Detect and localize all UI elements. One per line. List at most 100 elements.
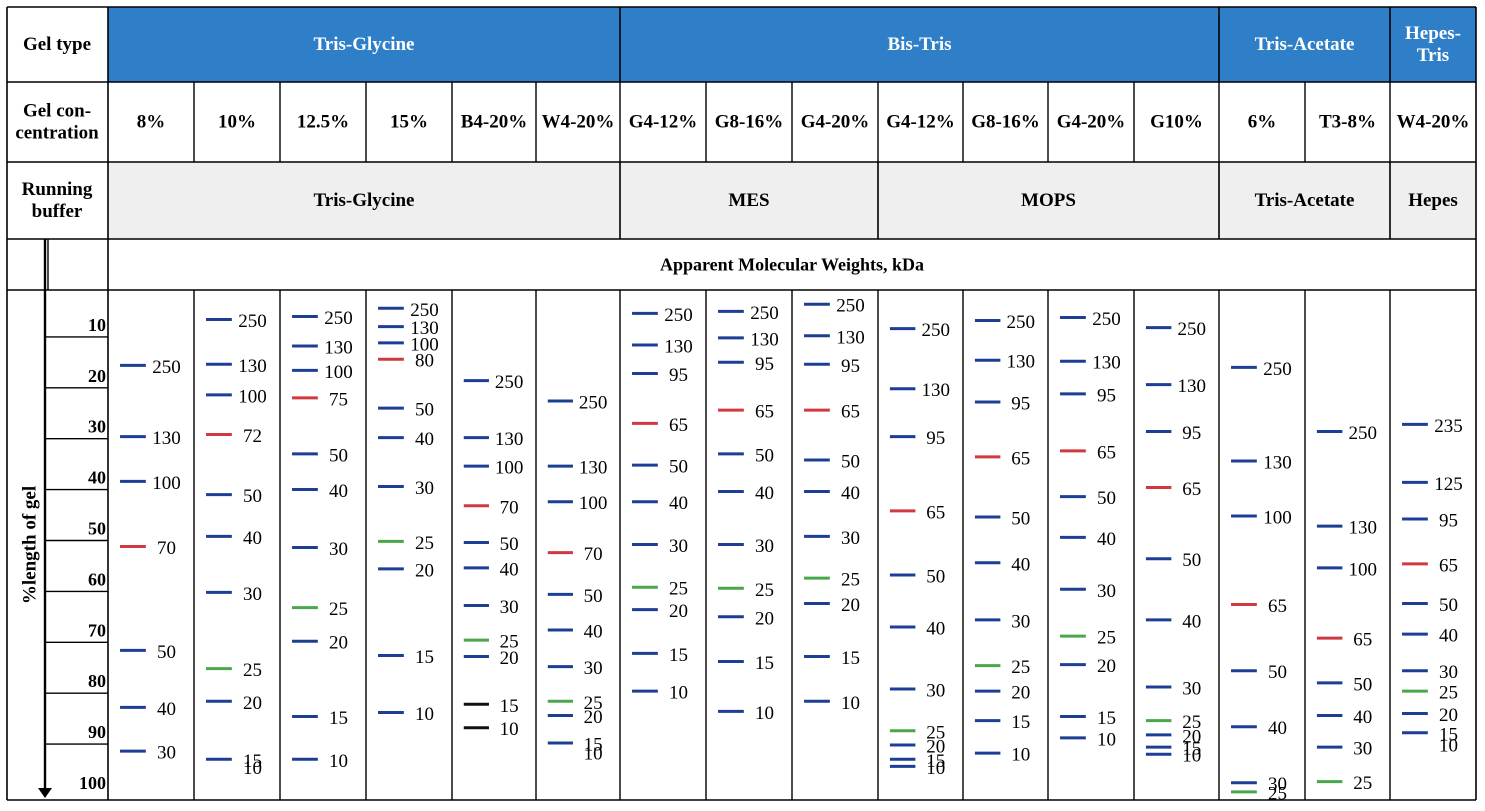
band-label: 65 xyxy=(1097,442,1116,463)
band-label: 250 xyxy=(410,300,439,321)
gel-type-name: Bis-Tris xyxy=(887,34,951,55)
band-label: 30 xyxy=(243,584,262,605)
band-label: 65 xyxy=(926,502,945,523)
band-label: 130 xyxy=(664,336,693,357)
band-label: 40 xyxy=(841,483,860,504)
band-label: 25 xyxy=(1011,657,1030,678)
band-label: 10 xyxy=(329,751,348,772)
gel-concentration-value: G4-20% xyxy=(1057,112,1126,133)
running-buffer-name: MOPS xyxy=(1021,190,1076,211)
band-label: 25 xyxy=(500,632,519,653)
band-label: 10 xyxy=(669,683,688,704)
band-label: 50 xyxy=(669,457,688,478)
band-label: 250 xyxy=(1092,309,1121,330)
band-label: 30 xyxy=(1011,611,1030,632)
band-label: 40 xyxy=(1353,707,1372,728)
band-label: 130 xyxy=(1178,376,1207,397)
band-label: 100 xyxy=(324,362,353,383)
band-label: 130 xyxy=(324,337,353,358)
band-label: 25 xyxy=(669,579,688,600)
band-label: 65 xyxy=(1182,479,1201,500)
band-label: 40 xyxy=(1439,626,1458,647)
band-label: 100 xyxy=(152,473,181,494)
band-label: 65 xyxy=(1439,555,1458,576)
gel-type-name: Tris-Glycine xyxy=(314,34,415,55)
arrow-down-icon xyxy=(38,788,52,798)
gel-concentration-value: B4-20% xyxy=(461,112,528,133)
band-label: 20 xyxy=(1011,683,1030,704)
gel-concentration-value: W4-20% xyxy=(1397,112,1470,133)
band-label: 50 xyxy=(500,534,519,555)
band-label: 20 xyxy=(584,707,603,728)
band-label: 250 xyxy=(1178,319,1207,340)
band-label: 40 xyxy=(415,429,434,450)
running-buffer-cell xyxy=(1219,162,1390,239)
band-label: 40 xyxy=(500,559,519,580)
band-label: 40 xyxy=(584,621,603,642)
band-label: 50 xyxy=(584,586,603,607)
gel-concentration-value: G4-12% xyxy=(886,112,955,133)
band-label: 15 xyxy=(1182,739,1201,760)
running-buffer-name: MES xyxy=(728,190,769,211)
running-buffer-name: Hepes xyxy=(1408,190,1458,211)
band-label: 20 xyxy=(926,737,945,758)
band-label: 25 xyxy=(926,722,945,743)
y-tick-label: 10 xyxy=(88,315,106,335)
band-label: 30 xyxy=(1097,581,1116,602)
band-label: 20 xyxy=(755,608,774,629)
band-label: 25 xyxy=(1439,683,1458,704)
band-label: 40 xyxy=(755,483,774,504)
y-tick-label: 30 xyxy=(88,417,106,437)
band-label: 100 xyxy=(1263,507,1292,528)
band-label: 10 xyxy=(243,758,262,779)
band-label: 100 xyxy=(238,386,267,407)
band-label: 50 xyxy=(1268,662,1287,683)
band-label: 130 xyxy=(1349,518,1378,539)
gel-concentration-value: W4-20% xyxy=(542,112,615,133)
gel-concentration-value: 12.5% xyxy=(297,112,349,133)
band-label: 250 xyxy=(495,372,524,393)
band-label: 30 xyxy=(415,478,434,499)
band-label: 15 xyxy=(841,648,860,669)
band-label: 130 xyxy=(836,327,865,348)
band-label: 250 xyxy=(238,311,267,332)
gel-concentration-value: G4-20% xyxy=(801,112,870,133)
gel-concentration-value: 8% xyxy=(137,112,166,133)
gel-type-cell xyxy=(1219,7,1390,82)
gel-concentration-value: T3-8% xyxy=(1319,112,1376,133)
band-label: 20 xyxy=(669,601,688,622)
band-label: 130 xyxy=(1263,453,1292,474)
band-label: 20 xyxy=(243,693,262,714)
band-label: 25 xyxy=(415,533,434,554)
y-tick-label: 50 xyxy=(88,519,106,539)
gel-concentration-value: G8-16% xyxy=(971,112,1040,133)
band-label: 50 xyxy=(926,567,945,588)
y-tick-label: 80 xyxy=(88,671,106,691)
band-label: 15 xyxy=(1439,724,1458,745)
band-label: 15 xyxy=(243,751,262,772)
band-label: 50 xyxy=(157,642,176,663)
band-label: 130 xyxy=(922,380,951,401)
band-label: 30 xyxy=(584,658,603,679)
band-label: 75 xyxy=(329,389,348,410)
band-label: 10 xyxy=(1182,746,1201,767)
band-label: 130 xyxy=(495,429,524,450)
gel-concentration-value: 15% xyxy=(390,112,428,133)
band-label: 65 xyxy=(669,415,688,436)
band-label: 70 xyxy=(157,538,176,559)
band-label: 95 xyxy=(926,428,945,449)
band-label: 25 xyxy=(1353,773,1372,794)
apparent-mw-title: Apparent Molecular Weights, kDa xyxy=(660,255,924,275)
gel-concentration-value: G4-12% xyxy=(629,112,698,133)
band-label: 70 xyxy=(500,497,519,518)
band-label: 15 xyxy=(500,696,519,717)
band-label: 65 xyxy=(1353,630,1372,651)
band-label: 130 xyxy=(1007,352,1036,373)
band-label: 40 xyxy=(926,618,945,639)
band-label: 20 xyxy=(1182,726,1201,747)
gel-concentration-value: G8-16% xyxy=(715,112,784,133)
band-label: 65 xyxy=(841,402,860,423)
band-label: 20 xyxy=(1097,656,1116,677)
band-label: 95 xyxy=(1439,511,1458,532)
